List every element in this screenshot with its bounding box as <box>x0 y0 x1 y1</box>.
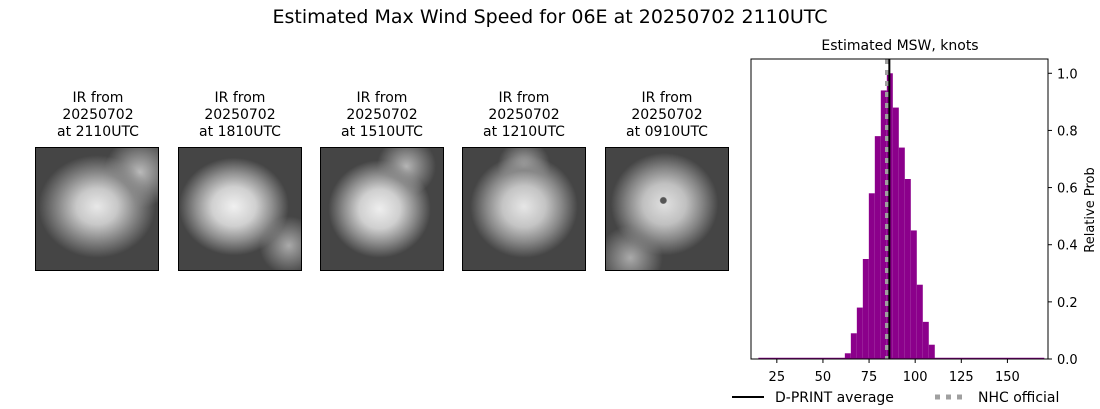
histogram-bar <box>898 147 905 359</box>
plot-frame <box>750 58 1049 360</box>
ir-panel-title: IR from 20250702 at 1810UTC <box>199 90 281 140</box>
x-tick-label: 50 <box>815 370 832 385</box>
ir-panel-title: IR from 20250702 at 2110UTC <box>57 90 139 140</box>
y-tick-label: 0.0 <box>1057 353 1078 368</box>
ir-image <box>35 147 159 271</box>
histogram-bar <box>868 193 875 359</box>
x-tick-label: 150 <box>995 370 1020 385</box>
ir-panel-title: IR from 20250702 at 1210UTC <box>483 90 565 140</box>
histogram-bar <box>856 307 863 359</box>
ir-image <box>462 147 586 271</box>
histogram-bar <box>916 284 923 359</box>
y-tick-label: 0.4 <box>1057 239 1078 254</box>
y-tick-label: 0.2 <box>1057 296 1078 311</box>
x-tick-label: 100 <box>903 370 928 385</box>
ir-image <box>605 147 729 271</box>
legend-label-dprint: D-PRINT average <box>775 390 894 406</box>
y-axis-label: Relative Prob <box>1083 167 1098 252</box>
histogram-bar <box>874 136 881 359</box>
histogram-bar <box>862 259 869 359</box>
legend-label-nhc: NHC official <box>978 390 1059 406</box>
x-tick-label: 125 <box>949 370 974 385</box>
ir-image <box>320 147 444 271</box>
ir-panel-title: IR from 20250702 at 1510UTC <box>341 90 423 140</box>
y-tick-label: 0.6 <box>1057 182 1078 197</box>
figure-title: Estimated Max Wind Speed for 06E at 2025… <box>272 6 828 28</box>
chart-title: Estimated MSW, knots <box>821 38 978 54</box>
histogram-bar <box>928 344 935 359</box>
histogram-bar <box>910 230 917 359</box>
ir-panel-title: IR from 20250702 at 0910UTC <box>626 90 708 140</box>
histogram-bar <box>892 107 899 359</box>
x-tick-label: 75 <box>861 370 878 385</box>
y-tick-label: 1.0 <box>1057 67 1078 82</box>
histogram-bar <box>922 321 929 359</box>
histogram-bar <box>904 179 911 359</box>
histogram-bar <box>880 90 887 359</box>
y-tick-label: 0.8 <box>1057 124 1078 139</box>
histogram-bar <box>850 333 857 359</box>
histogram-bar <box>844 353 851 359</box>
ir-image <box>178 147 302 271</box>
x-tick-label: 25 <box>769 370 786 385</box>
